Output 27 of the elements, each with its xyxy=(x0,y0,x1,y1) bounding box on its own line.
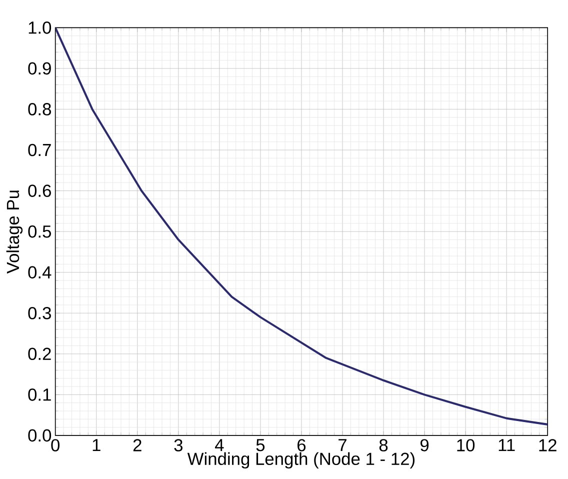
y-tick-label: 0.2 xyxy=(28,348,51,360)
y-tick-label: 0.4 xyxy=(28,266,52,278)
x-axis-title: Winding Length (Node 1 - 12) xyxy=(187,452,415,468)
x-tick-label: 4 xyxy=(214,439,224,451)
y-tick-label: 0.8 xyxy=(28,103,51,116)
y-tick-label: 0.0 xyxy=(28,429,52,442)
y-tick-label: 1.0 xyxy=(28,21,52,34)
x-tick-label: 0 xyxy=(51,439,60,452)
x-tick-label: 7 xyxy=(338,439,346,451)
y-tick-label: 0.7 xyxy=(28,144,51,156)
x-tick-label: 12 xyxy=(539,439,556,452)
x-tick-label: 5 xyxy=(256,439,265,452)
y-tick-label: 0.5 xyxy=(28,225,51,238)
x-tick-label: 8 xyxy=(379,439,388,452)
x-tick-label: 1 xyxy=(92,439,100,451)
x-tick-label: 6 xyxy=(298,439,306,452)
x-tick-label: 9 xyxy=(420,439,429,452)
x-tick-label: 10 xyxy=(457,439,475,452)
x-tick-label: 11 xyxy=(498,439,515,451)
x-tick-label: 3 xyxy=(174,439,182,452)
y-tick-label: 0.3 xyxy=(28,306,51,320)
y-tick-label: 0.6 xyxy=(28,184,51,197)
y-axis-title: Voltage Pu xyxy=(6,190,23,274)
y-tick-label: 0.1 xyxy=(28,388,51,401)
y-tick-label: 0.9 xyxy=(28,62,51,75)
x-tick-label: 2 xyxy=(133,439,142,452)
line-series xyxy=(55,28,548,426)
